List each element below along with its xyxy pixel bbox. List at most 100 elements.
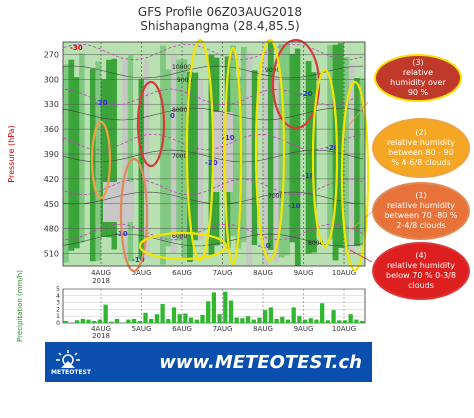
pressure-axis-label: Pressure (hPa): [7, 125, 16, 182]
humidity-cell: [192, 72, 199, 241]
precip-bar: [143, 312, 148, 323]
precip-bar: [251, 319, 256, 323]
precip-bar: [188, 317, 194, 323]
humidity-cell: [284, 44, 290, 256]
connector-line: [349, 211, 373, 231]
annotation-ellipse: [119, 157, 149, 273]
humidity-cell: [327, 45, 334, 240]
precip-bar: [359, 320, 365, 323]
precip-bar: [297, 316, 302, 323]
humidity-cell: [116, 53, 123, 261]
day-tick-label: 4AUG: [91, 269, 111, 277]
pressure-tick-label: 360: [44, 125, 59, 134]
precip-day-label: 10AUG: [332, 325, 356, 333]
humidity-cell: [338, 43, 344, 248]
precip-bar: [114, 318, 120, 323]
humidity-cell: [230, 45, 236, 237]
precip-bar: [257, 317, 262, 323]
humidity-cell: [262, 48, 269, 265]
precip-bar: [74, 320, 80, 323]
precip-bar: [126, 319, 131, 323]
humidity-cell: [197, 79, 204, 241]
annotation-ellipse: [185, 38, 215, 262]
precip-bar: [92, 320, 97, 323]
humidity-cell: [160, 45, 166, 265]
geopotential-label: 10000: [172, 64, 191, 71]
pressure-tick-label: 300: [44, 75, 59, 84]
precip-bar: [268, 307, 274, 323]
precip-day-label: 8AUG: [253, 325, 273, 333]
precip-year-label: 2018: [92, 332, 110, 340]
humidity-cell: [187, 71, 193, 263]
isotherm-label: -10: [288, 202, 301, 210]
pressure-tick-label: 510: [44, 250, 59, 259]
precip-bar: [331, 310, 336, 323]
precip-bar: [97, 319, 103, 323]
geopotential-line: [62, 233, 364, 247]
humidity-cell: [149, 58, 156, 244]
humidity-cell: [63, 64, 69, 263]
humidity-cell: [73, 77, 80, 249]
precip-bar: [131, 318, 137, 323]
humidity-cell: [354, 77, 361, 247]
website-url: www.METEOTEST.ch: [159, 352, 362, 373]
isotherm-line: [62, 133, 364, 151]
humidity-cell: [122, 59, 129, 260]
precip-bar: [206, 301, 211, 323]
legend-orange: (2) relative humidity between 80 - 90 % 4…: [374, 120, 468, 176]
humidity-cell: [235, 76, 242, 249]
precip-bar: [348, 314, 353, 323]
precip-tick-label: 2: [56, 306, 60, 313]
precip-tick-label: 1: [56, 313, 60, 320]
humidity-cell: [348, 63, 355, 254]
precip-bar: [171, 307, 177, 323]
humidity-cell: [289, 53, 296, 243]
humidity-cell: [143, 60, 150, 259]
precip-bar: [302, 319, 308, 323]
humidity-cell: [127, 55, 134, 262]
precip-bar: [166, 318, 171, 323]
humidity-cell: [240, 47, 247, 243]
humidity-cell: [246, 52, 253, 266]
humidity-cell: [251, 70, 258, 246]
annotation-ellipse: [136, 80, 166, 168]
humidity-cell: [257, 76, 263, 260]
isotherm-label: -20: [95, 99, 108, 107]
connector-line: [349, 249, 373, 263]
humidity-cell: [321, 67, 328, 258]
precip-bar: [291, 307, 296, 323]
precip-bar: [177, 314, 182, 323]
geopotential-label: 9000: [265, 67, 280, 74]
humidity-cell: [154, 47, 161, 260]
pressure-tick-label: 420: [44, 175, 59, 184]
humidity-cell: [273, 75, 280, 262]
precip-bar: [234, 317, 239, 323]
humidity-cell: [267, 42, 274, 250]
precip-bar: [325, 320, 331, 323]
day-tick-label: 10AUG: [332, 269, 356, 277]
precip-tick-label: 4: [56, 293, 60, 300]
precip-bar: [354, 319, 359, 323]
legend-text: relative humidity below 70 % 0-3/8 cloud…: [386, 261, 456, 290]
annotation-ellipse: [138, 231, 228, 261]
precip-bar: [103, 304, 108, 323]
year-label: 2018: [92, 277, 110, 285]
precip-day-label: 7AUG: [213, 325, 233, 333]
precip-day-label: 5AUG: [132, 325, 152, 333]
humidity-cell: [343, 57, 350, 250]
connector-line: [344, 101, 369, 131]
humidity-cell: [203, 67, 210, 250]
meteotest-logo-icon: [56, 350, 80, 368]
chart-title: GFS Profile 06Z03AUG2018: [137, 5, 303, 19]
isotherm-line: [62, 88, 364, 106]
precip-bar: [80, 318, 85, 323]
annotation-ellipse: [311, 68, 339, 248]
pressure-tick-label: 480: [44, 225, 59, 234]
precip-bar: [149, 318, 154, 323]
precip-bar: [280, 316, 285, 323]
day-tick-label: 5AUG: [132, 269, 152, 277]
humidity-cell: [68, 59, 75, 251]
plot-frame: [62, 41, 366, 267]
annotation-ellipse: [223, 46, 243, 266]
